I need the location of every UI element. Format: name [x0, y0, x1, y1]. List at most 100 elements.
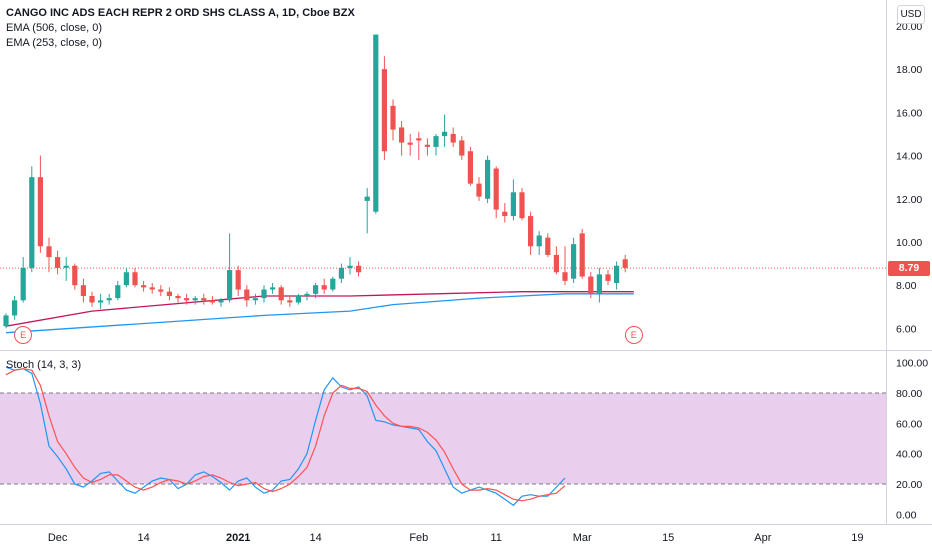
candle-body — [72, 265, 78, 286]
time-tick-label: Dec — [48, 532, 68, 544]
stoch-tick-label: 40.00 — [896, 449, 922, 461]
stoch-tick-label: 0.00 — [896, 509, 917, 521]
candle-body — [356, 265, 362, 273]
ema506-legend[interactable]: EMA (506, close, 0) — [6, 22, 102, 34]
symbol-title[interactable]: CANGO INC ADS EACH REPR 2 ORD SHS CLASS … — [6, 7, 355, 19]
candle-body — [467, 151, 473, 184]
candle-body — [338, 267, 344, 279]
candle-body — [20, 267, 26, 301]
candle-body — [553, 254, 559, 273]
candle-body — [373, 34, 379, 212]
candle-body — [313, 285, 319, 294]
price-tick-label: 16.00 — [896, 107, 922, 119]
stoch-d-line — [5, 368, 566, 502]
candle-body — [106, 298, 112, 301]
candle-body — [115, 285, 121, 299]
candle-body — [510, 192, 516, 217]
candle-body — [270, 287, 276, 290]
stoch-band — [0, 392, 886, 485]
candle-body — [459, 140, 465, 156]
candle-body — [579, 233, 585, 277]
time-tick-label: 15 — [662, 532, 674, 544]
candle-body — [502, 211, 508, 217]
candle-body — [141, 285, 147, 288]
ema253-legend[interactable]: EMA (253, close, 0) — [6, 37, 102, 49]
candle-body — [227, 270, 233, 301]
candle-body — [330, 278, 336, 290]
candle-body — [98, 300, 104, 303]
candle-body — [158, 289, 164, 292]
price-tick-label: 18.00 — [896, 64, 922, 76]
candle-body — [424, 144, 430, 147]
stoch-legend[interactable]: Stoch (14, 3, 3) — [6, 359, 82, 371]
candle-body — [287, 300, 293, 303]
candle-body — [347, 265, 353, 268]
stoch-tick-label: 20.00 — [896, 479, 922, 491]
price-tick-label: 8.00 — [896, 280, 917, 292]
candle-body — [295, 295, 301, 303]
candle-body — [3, 315, 9, 327]
price-legend: CANGO INC ADS EACH REPR 2 ORD SHS CLASS … — [6, 6, 355, 51]
candle-body — [622, 259, 628, 268]
candle-body — [132, 272, 138, 286]
time-tick-label: Feb — [409, 532, 428, 544]
candle-body — [80, 285, 86, 296]
candle-body — [416, 138, 422, 141]
candle-body — [304, 293, 310, 296]
price-tick-label: 10.00 — [896, 237, 922, 249]
candle-body — [55, 257, 61, 268]
candle-body — [201, 298, 207, 301]
time-tick-label: 2021 — [226, 532, 250, 544]
ema506-line — [5, 291, 634, 327]
candle-body — [390, 105, 396, 130]
candle-body — [244, 289, 250, 301]
candle-body — [63, 265, 69, 268]
candle-body — [37, 177, 43, 247]
candle-body — [321, 285, 327, 290]
candle-body — [485, 159, 491, 199]
candle-body — [218, 300, 224, 303]
time-tick-label: 19 — [851, 532, 863, 544]
candle-body — [536, 235, 542, 247]
candle-body — [381, 69, 387, 152]
time-tick-label: 14 — [309, 532, 321, 544]
candle-body — [192, 298, 198, 301]
candle-body — [175, 295, 181, 299]
earnings-marker[interactable]: E — [14, 326, 33, 344]
stoch-tick-label: 60.00 — [896, 418, 922, 430]
candle-body — [235, 270, 241, 290]
candle-body — [596, 274, 602, 294]
candle-body — [571, 244, 577, 279]
candle-body — [493, 168, 499, 210]
candle-body — [519, 192, 525, 219]
candle-body — [364, 196, 370, 201]
candle-body — [407, 142, 413, 145]
currency-badge[interactable]: USD — [897, 5, 925, 24]
candle-body — [528, 216, 534, 247]
price-tick-label: 14.00 — [896, 151, 922, 163]
candle-body — [166, 291, 172, 296]
candle-body — [278, 287, 284, 301]
candle-body — [442, 131, 448, 137]
candle-body — [545, 237, 551, 255]
candle-body — [252, 298, 258, 301]
candle-body — [476, 183, 482, 197]
earnings-marker[interactable]: E — [624, 326, 643, 344]
candle-body — [614, 265, 620, 284]
time-tick-label: Apr — [754, 532, 771, 544]
time-tick-label: 11 — [490, 532, 501, 544]
candle-body — [605, 274, 611, 281]
candle-body — [89, 295, 95, 303]
last-price-tag: 8.79 — [888, 260, 930, 276]
ema253-line — [5, 293, 634, 334]
candle-body — [184, 298, 190, 301]
candle-body — [399, 127, 405, 143]
candle-body — [562, 272, 568, 281]
candle-body — [12, 300, 18, 316]
candle-body — [123, 272, 129, 286]
stoch-tick-label: 80.00 — [896, 388, 922, 400]
price-tick-label: 12.00 — [896, 194, 922, 206]
candle-body — [29, 177, 35, 268]
